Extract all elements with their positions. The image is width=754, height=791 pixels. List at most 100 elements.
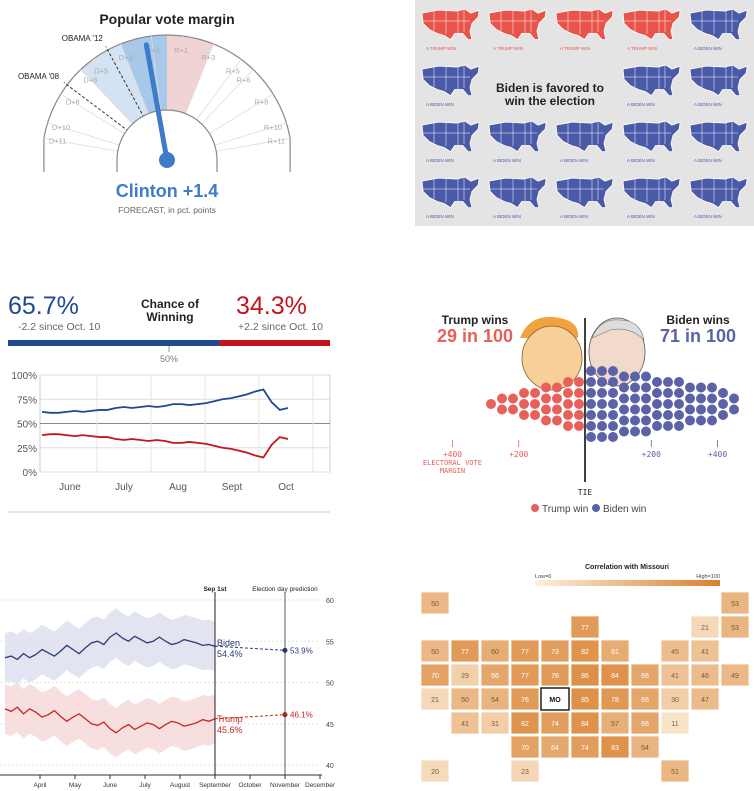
projection (214, 714, 286, 720)
outcome-dot (663, 410, 673, 420)
map-shape (421, 64, 480, 97)
gauge-hub (116, 109, 218, 172)
map-label: A BIDEN WIN (560, 158, 588, 163)
series-line (4, 632, 216, 661)
y-tick-label: 50 (326, 681, 334, 688)
outcome-dot (552, 404, 562, 415)
outcome-dot (586, 399, 596, 409)
y-tick-label: 75% (17, 395, 37, 406)
state-tile (720, 615, 750, 639)
state-value: 84 (611, 673, 619, 680)
outcome-dot (707, 382, 717, 393)
map-borders (691, 10, 738, 34)
headline-change: -2.2 since Oct. 10 (18, 321, 100, 333)
outcome-dot (541, 382, 551, 393)
state-tile (540, 663, 570, 687)
mini-map: A BIDEN WIN (622, 64, 681, 107)
outcome-count: 29 in 100 (437, 326, 513, 346)
map-borders (624, 10, 671, 34)
outcome-count: 71 in 100 (660, 326, 736, 346)
state-tile (420, 663, 450, 687)
outcome-dot (608, 432, 618, 442)
y-tick-label: 50% (17, 420, 37, 431)
mini-map: A BIDEN WIN (555, 176, 614, 219)
state-tile (630, 687, 660, 711)
legend-label: Trump win (542, 504, 588, 515)
map-shape (555, 176, 614, 209)
marker-label: OBAMA '12 (62, 34, 104, 43)
gauge-grid (60, 93, 127, 136)
legend-max: High=100 (696, 574, 720, 580)
outcome-dot (685, 415, 695, 426)
x-tick-label: April (33, 782, 47, 789)
series-line (41, 388, 289, 414)
uncertainty-band (5, 682, 215, 758)
state-value: 50 (461, 697, 469, 704)
outcome-dot (574, 421, 584, 431)
state-value: 50 (431, 649, 439, 656)
map-shape (488, 120, 547, 153)
outcome-dot (530, 399, 540, 409)
state-tile (450, 639, 480, 663)
state-value: 70 (431, 673, 439, 680)
outcome-dot (641, 426, 651, 437)
state-value: 84 (581, 721, 589, 728)
series-line (41, 433, 289, 459)
state-value: 30 (671, 697, 679, 704)
state-tile (570, 711, 600, 735)
legend-swatch (592, 504, 600, 512)
outcome-dot (508, 404, 518, 415)
marker-label: OBAMA '08 (18, 72, 60, 81)
state-value: 20 (431, 769, 439, 776)
state-value: 57 (611, 721, 619, 728)
prediction-label: 53.9% (290, 646, 313, 655)
map-label: A BIDEN WIN (694, 214, 722, 219)
outcome-dot (630, 404, 640, 415)
state-tile (450, 711, 480, 735)
outcome-dot (497, 393, 507, 404)
state-value: 66 (641, 697, 649, 704)
outcome-dot (597, 399, 607, 409)
mini-map: A TRUMP WIN (622, 8, 681, 51)
outcome-dot (597, 377, 607, 387)
gauge-tick-label: D+5 (94, 67, 108, 76)
gauge-tick-label: D+6 (83, 76, 97, 85)
outcome-dot (574, 410, 584, 420)
state-tile (660, 711, 690, 735)
state-tile (600, 663, 630, 687)
map-shape (421, 8, 480, 41)
outcome-dot (619, 382, 629, 393)
state-value: 77 (521, 673, 529, 680)
gauge-note: FORECAST, in pct. points (118, 205, 216, 215)
outcome-dot (608, 421, 618, 431)
gauge-grid (199, 69, 254, 126)
map-shape (421, 120, 480, 153)
state-value: 47 (701, 697, 709, 704)
outcome-dot (597, 421, 607, 431)
y-tick-label: 25% (17, 444, 37, 455)
map-borders (624, 66, 671, 90)
x-tick-label: June (103, 782, 117, 789)
state-value: 41 (701, 649, 709, 656)
x-tick-label: October (238, 782, 262, 789)
outcome-dot (530, 388, 540, 398)
state-value: 64 (551, 745, 559, 752)
mini-map: A TRUMP WIN (555, 8, 614, 51)
state-value: 83 (611, 745, 619, 752)
outcome-dot (641, 404, 651, 415)
state-tile (450, 663, 480, 687)
legend-label: Biden win (603, 504, 646, 515)
outcome-dot (707, 404, 717, 415)
legend-bar (535, 580, 720, 586)
map-label: A TRUMP WIN (560, 46, 590, 51)
state-value: 49 (731, 673, 739, 680)
state-value: 74 (551, 721, 559, 728)
gauge-grid (43, 137, 120, 153)
state-tile (510, 711, 540, 735)
outcome-dot (541, 404, 551, 415)
outcome-dot (608, 366, 618, 376)
headline-change: +2.2 since Oct. 10 (238, 321, 323, 333)
tie-label: TIE (578, 488, 593, 497)
outcome-dot (630, 382, 640, 393)
map-shape (488, 176, 547, 209)
